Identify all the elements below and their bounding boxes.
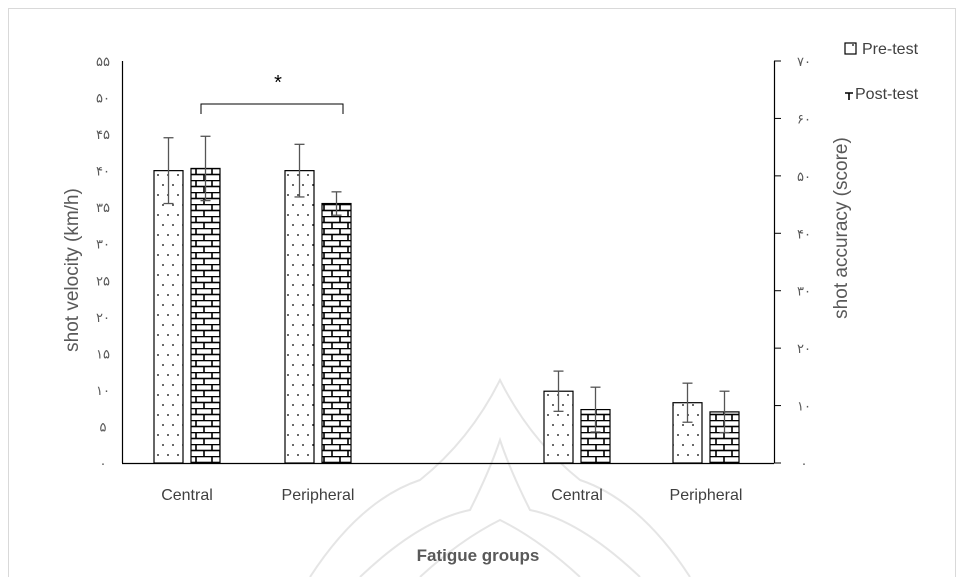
significance-bracket — [200, 103, 344, 114]
category-label: Peripheral — [282, 487, 355, 504]
bar-pre-test-1 — [284, 170, 315, 464]
left-y-axis-title: shot velocity (km/h) — [62, 188, 83, 352]
left-tick-label: ۴۰ — [96, 165, 110, 180]
right-y-axis-title: shot accuracy (score) — [831, 137, 852, 319]
right-tick-label: ۵۰ — [797, 170, 811, 185]
left-tick-label: ۱۰ — [96, 384, 110, 399]
left-tick-label: ۲۵ — [96, 274, 110, 289]
left-tick-label: ۳۵ — [96, 201, 110, 216]
left-tick-label: ۴۵ — [96, 128, 110, 143]
right-tick-label: ۴۰ — [797, 227, 811, 242]
category-labels: Central Peripheral Central Peripheral — [161, 487, 742, 504]
category-label: Central — [161, 487, 213, 504]
legend-swatch-post-test — [845, 92, 853, 100]
significance-annotation: * — [200, 72, 344, 114]
left-tick-label: ۰ — [100, 457, 107, 472]
bar-pre-test-0 — [153, 170, 184, 464]
right-tick-label: ۲۰ — [797, 342, 811, 357]
bar-post-test-1 — [321, 202, 352, 464]
left-tick-label: ۵۰ — [96, 92, 110, 107]
left-tick-label: ۵۵ — [96, 55, 110, 70]
right-tick-label: ۳۰ — [797, 285, 811, 300]
left-tick-label: ۱۵ — [96, 347, 110, 362]
left-tick-label: ۳۰ — [96, 238, 110, 253]
bars-layer — [153, 167, 740, 464]
right-tick-label: ۱۰ — [797, 400, 811, 415]
watermark — [309, 377, 691, 577]
right-y-axis: ۰ ۱۰ ۲۰ ۳۰ ۴۰ ۵۰ ۶۰ ۷۰ — [773, 55, 811, 472]
legend-label-post-test: Post-test — [855, 86, 919, 103]
x-axis-title: Fatigue groups — [417, 546, 540, 565]
chart-frame — [8, 8, 956, 577]
legend-item-pre-test: Pre-test — [844, 41, 919, 58]
right-tick-label: ۰ — [801, 457, 808, 472]
category-label: Peripheral — [670, 487, 743, 504]
left-tick-label: ۲۰ — [96, 311, 110, 326]
left-y-axis: ۰ ۵ ۱۰ ۱۵ ۲۰ ۲۵ ۳۰ ۳۵ ۴۰ ۴۵ ۵۰ ۵۵ — [96, 55, 124, 472]
bar-pre-test-2 — [543, 390, 574, 464]
category-label: Central — [551, 487, 603, 504]
significance-star: * — [274, 72, 282, 94]
error-bars-layer — [163, 135, 730, 434]
bar-post-test-0 — [190, 167, 221, 464]
legend-swatch-pre-test — [844, 42, 857, 55]
legend-label-pre-test: Pre-test — [862, 41, 919, 58]
right-tick-label: ۷۰ — [797, 55, 811, 70]
left-tick-label: ۵ — [100, 420, 107, 435]
legend: Pre-test Post-test — [844, 41, 919, 103]
legend-item-post-test: Post-test — [845, 86, 919, 103]
right-tick-label: ۶۰ — [797, 112, 811, 127]
